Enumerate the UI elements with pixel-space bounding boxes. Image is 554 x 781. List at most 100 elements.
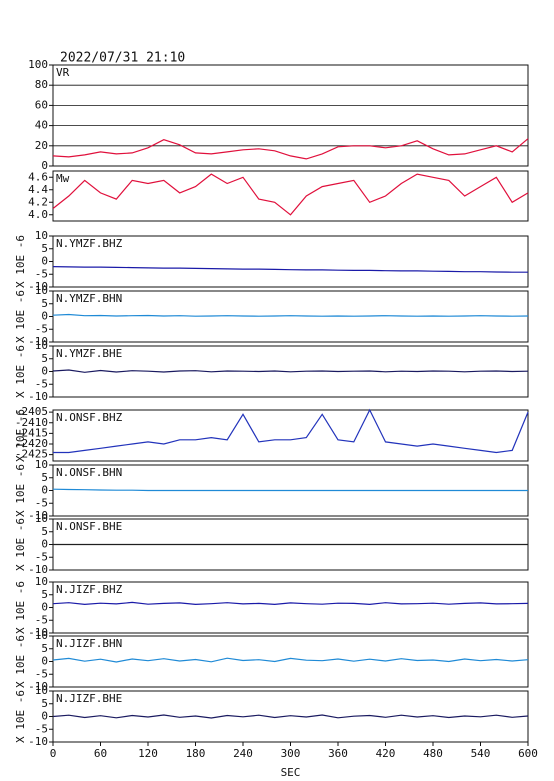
y-tick-label: -5 (35, 722, 48, 735)
y-tick-label: 0 (41, 538, 48, 551)
panel-label: N.JIZF.BHN (56, 637, 122, 650)
y-tick-label: 0 (41, 255, 48, 268)
y-tick-label: 0 (41, 484, 48, 497)
y-tick-label: 0 (41, 601, 48, 614)
y-tick-label: 0 (41, 655, 48, 668)
y-tick-label: 5 (41, 297, 48, 310)
chart-title: 2022/07/31 21:10 (60, 51, 185, 66)
panel-label: N.YMZF.BHE (56, 347, 122, 360)
data-line (52, 601, 529, 606)
y-tick-label: -10 (28, 509, 48, 522)
y-tick-label: -2410 (15, 416, 48, 429)
data-line (52, 488, 528, 492)
y-tick-label: -10 (28, 626, 48, 639)
y-tick-label: 10 (35, 629, 48, 642)
y-tick-label: 4.0 (28, 208, 48, 221)
y-tick-label: -10 (28, 335, 48, 348)
x-tick-label: 420 (376, 747, 396, 760)
y-tick-label: -5 (35, 496, 48, 509)
data-line (52, 266, 528, 273)
y-tick-label: 4.4 (28, 183, 48, 196)
y-axis-label: X 10E -6 (14, 235, 27, 288)
x-tick-label: 180 (186, 747, 206, 760)
panel-label: N.YMZF.BHN (56, 292, 122, 305)
data-line (52, 369, 529, 373)
y-tick-label: 4.2 (28, 195, 48, 208)
panel-label: Mw (56, 172, 70, 185)
panel-label: N.ONSF.BHE (56, 520, 122, 533)
panel-frame (52, 581, 529, 634)
y-tick-label: 60 (35, 98, 48, 111)
y-tick-label: -10 (28, 280, 48, 293)
y-tick-label: -5 (35, 267, 48, 280)
y-axis-label: X 10E -6 (14, 290, 27, 343)
y-axis-label: X 10E -6 (14, 581, 27, 634)
y-tick-label: 10 (35, 575, 48, 588)
y-tick-label: 5 (41, 642, 48, 655)
data-line (53, 408, 529, 454)
y-tick-label: 0 (41, 710, 48, 723)
x-tick-label: 540 (471, 747, 491, 760)
y-axis-label: X 10E -6 (14, 345, 27, 398)
y-tick-label: -5 (35, 377, 48, 390)
y-tick-label: -2420 (15, 437, 48, 450)
y-tick-label: -5 (35, 667, 48, 680)
data-line (52, 714, 529, 719)
y-tick-label: -10 (28, 563, 48, 576)
y-tick-label: -10 (28, 680, 48, 693)
y-tick-label: 80 (35, 78, 48, 91)
x-tick-label: 240 (233, 747, 253, 760)
y-tick-label: 0 (41, 310, 48, 323)
panel-frame (52, 235, 529, 288)
y-tick-label: 10 (35, 229, 48, 242)
y-axis-label: X 10E -6 (14, 464, 27, 517)
panel-frame (52, 635, 529, 688)
y-tick-label: 5 (41, 525, 48, 538)
x-tick-label: 360 (328, 747, 348, 760)
x-tick-label: 480 (423, 747, 443, 760)
x-tick-label: 300 (281, 747, 301, 760)
y-axis-label: X 10E -6 (14, 518, 27, 571)
y-tick-label: 4.6 (28, 170, 48, 183)
y-tick-label: 10 (35, 339, 48, 352)
y-tick-label: 5 (41, 588, 48, 601)
y-tick-label: 5 (41, 697, 48, 710)
panel-frame (52, 170, 529, 222)
data-line (52, 138, 529, 160)
y-tick-label: -5 (35, 550, 48, 563)
y-tick-label: 10 (35, 284, 48, 297)
y-tick-label: 5 (41, 242, 48, 255)
y-tick-label: -5 (35, 322, 48, 335)
y-tick-label: -2425 (15, 448, 48, 461)
y-tick-label: 20 (35, 139, 48, 152)
data-line (52, 313, 529, 317)
panel-label: N.YMZF.BHZ (56, 237, 123, 250)
y-tick-label: 0 (41, 365, 48, 378)
y-tick-label: 5 (41, 352, 48, 365)
y-tick-label: -5 (35, 613, 48, 626)
y-axis-label: X 10E -6 (14, 635, 27, 688)
y-tick-label: -10 (28, 735, 48, 748)
panel-label: N.ONSF.BHZ (56, 411, 123, 424)
data-line (52, 657, 529, 663)
y-tick-label: -2415 (15, 426, 48, 439)
y-tick-label: 40 (35, 119, 48, 132)
x-tick-label: 0 (50, 747, 57, 760)
y-tick-label: -10 (28, 390, 48, 403)
y-tick-label: 5 (41, 471, 48, 484)
x-tick-label: 120 (138, 747, 158, 760)
x-axis-label: SEC (281, 766, 301, 779)
panel-label: VR (56, 66, 70, 79)
y-tick-label: 10 (35, 684, 48, 697)
panel-label: N.ONSF.BHN (56, 466, 122, 479)
data-line (52, 173, 529, 216)
y-tick-label: 100 (28, 58, 48, 71)
panel-frame (52, 64, 529, 167)
y-tick-label: 10 (35, 512, 48, 525)
y-tick-label: -2405 (15, 405, 48, 418)
y-tick-label: 0 (41, 159, 48, 172)
panel-label: N.JIZF.BHZ (56, 583, 123, 596)
y-axis-label: X 10E -6 (14, 690, 27, 743)
y-axis-label: X 10E -6 (14, 409, 27, 462)
